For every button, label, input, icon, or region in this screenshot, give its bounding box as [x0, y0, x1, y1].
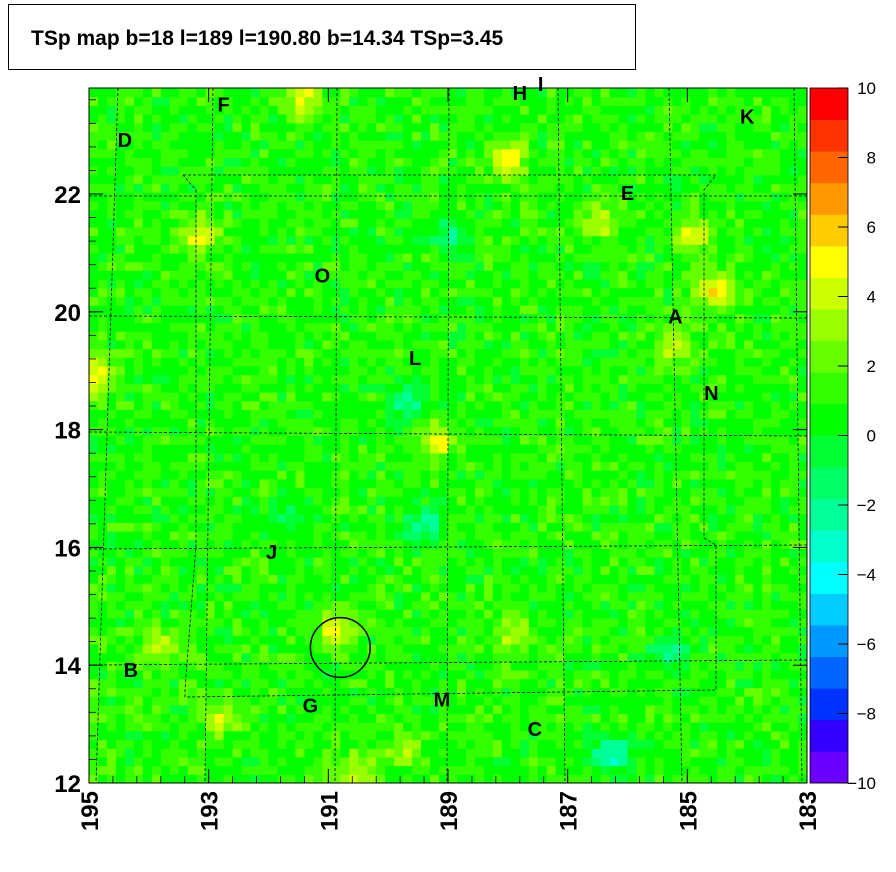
x-tick-label: 185: [675, 791, 702, 831]
y-tick-label: 22: [54, 182, 81, 209]
grid-meridian-4: [557, 87, 566, 784]
y-tick-label: 14: [54, 653, 81, 680]
axes: 12 14 16 18 20 22 195 193 191 189 187 185 183: [54, 88, 822, 831]
grid-meridian-1: [204, 87, 214, 784]
source-label-M: M: [434, 689, 451, 711]
colorbar-tick-label: −6: [857, 635, 876, 654]
colorbar-tick-label: 4: [867, 288, 876, 307]
source-label-O: O: [315, 265, 331, 287]
x-tick-label: 189: [436, 791, 463, 831]
colorbar-segment: [810, 309, 848, 342]
colorbar-segment: [810, 530, 848, 563]
y-tick-label: 12: [54, 771, 81, 798]
colorbar-tick-label: 2: [867, 357, 876, 376]
y-tick-label: 18: [54, 418, 81, 445]
source-label-N: N: [704, 383, 718, 405]
x-tick-label: 187: [556, 791, 583, 831]
colorbar-tick-label: −4: [857, 566, 876, 585]
colorbar-segment: [810, 751, 848, 784]
source-label-L: L: [409, 348, 421, 370]
grid-meridian-2: [334, 87, 338, 784]
colorbar-segment: [810, 88, 848, 120]
colorbar-segment: [810, 656, 848, 689]
chart-marks: H I F K D E O A L N J B G M C: [118, 74, 755, 741]
colorbar-segment: [810, 561, 848, 594]
x-tick-label: 193: [197, 791, 224, 831]
colorbar-segment: [810, 151, 848, 184]
colorbar-segment: [810, 119, 848, 152]
x-tick-label: 191: [316, 791, 343, 831]
y-tick-label: 16: [54, 535, 81, 562]
x-tick-label: 183: [795, 791, 822, 831]
colorbar-tick-label: −2: [857, 496, 876, 515]
source-label-G: G: [303, 695, 319, 717]
colorbar-tick-label: −8: [857, 705, 876, 724]
colorbar-tick-label: 6: [867, 218, 876, 237]
source-label-D: D: [118, 130, 132, 152]
source-label-F: F: [217, 95, 229, 117]
colorbar-segment: [810, 214, 848, 247]
colorbar-segment: [810, 372, 848, 405]
grid-meridian-3: [446, 87, 450, 784]
source-label-J: J: [266, 542, 277, 564]
source-label-E: E: [621, 183, 634, 205]
colorbar-segment: [810, 498, 848, 531]
colorbar-segment: [810, 688, 848, 721]
title-box: TSp map b=18 l=189 l=190.80 b=14.34 TSp=…: [8, 4, 636, 70]
colorbar-segment: [810, 340, 848, 373]
colorbar-segment: [810, 625, 848, 658]
colorbar-segment: [810, 593, 848, 626]
source-circle: [309, 616, 371, 679]
colorbar-tick-label: 10: [857, 79, 876, 98]
colorbar-tick-label: 8: [867, 149, 876, 168]
colorbar-segment: [810, 467, 848, 500]
heatmap-cells: [89, 88, 808, 784]
source-label-A: A: [668, 307, 682, 329]
colorbar-segment: [810, 277, 848, 310]
roi-boundary: [182, 174, 717, 698]
colorbar-segment: [810, 403, 848, 436]
grid-meridian-0: [95, 87, 119, 784]
colorbar-tick-label: −10: [847, 774, 876, 793]
y-tick-label: 20: [54, 300, 81, 327]
source-label-B: B: [124, 660, 138, 682]
colorbar: 10 8 6 4 2 0 −2 −4 −6 −8 −10: [809, 79, 876, 793]
chart-title: TSp map b=18 l=189 l=190.80 b=14.34 TSp=…: [31, 27, 504, 50]
colorbar-segment: [810, 719, 848, 752]
colorbar-segment: [810, 435, 848, 468]
colorbar-tick-label: 0: [867, 427, 876, 446]
coordinate-grid: [88, 87, 808, 784]
colorbar-segment: [810, 182, 848, 215]
source-label-K: K: [740, 106, 755, 128]
x-tick-label: 195: [77, 791, 104, 831]
source-label-C: C: [528, 719, 542, 741]
grid-meridian-6: [793, 87, 803, 784]
colorbar-segment: [810, 245, 848, 278]
source-label-H: H: [513, 83, 527, 105]
source-label-I: I: [538, 74, 544, 96]
